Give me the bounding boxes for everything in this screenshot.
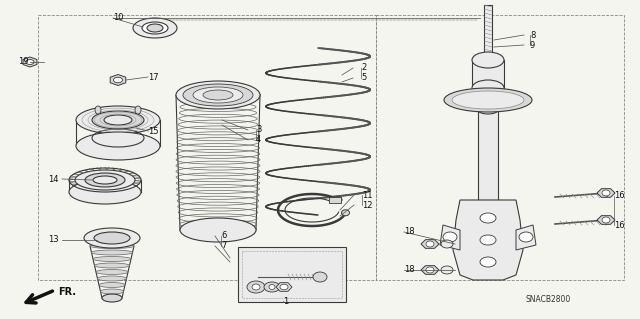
Polygon shape [440, 225, 460, 250]
Ellipse shape [76, 106, 160, 134]
Text: 3: 3 [256, 125, 261, 135]
Polygon shape [329, 197, 341, 203]
Ellipse shape [95, 106, 101, 114]
Polygon shape [453, 200, 523, 280]
Ellipse shape [99, 283, 125, 287]
Ellipse shape [147, 24, 163, 32]
Ellipse shape [602, 217, 610, 223]
Text: 5: 5 [361, 73, 366, 83]
Ellipse shape [183, 84, 253, 106]
Ellipse shape [193, 87, 243, 103]
Ellipse shape [133, 18, 177, 38]
Text: 19: 19 [18, 57, 29, 66]
Polygon shape [276, 283, 292, 291]
Ellipse shape [441, 240, 453, 248]
Ellipse shape [264, 282, 280, 292]
Text: 15: 15 [148, 127, 159, 136]
Ellipse shape [472, 80, 504, 96]
Ellipse shape [76, 132, 160, 160]
Bar [478, 110, 498, 200]
Ellipse shape [180, 218, 256, 242]
Ellipse shape [102, 294, 122, 302]
Ellipse shape [176, 81, 260, 109]
Ellipse shape [95, 263, 129, 268]
Ellipse shape [100, 289, 124, 294]
Ellipse shape [93, 176, 117, 184]
Ellipse shape [96, 270, 128, 275]
Ellipse shape [269, 285, 275, 290]
Text: 18: 18 [404, 227, 415, 236]
Polygon shape [597, 189, 615, 197]
Text: 13: 13 [48, 235, 59, 244]
Text: 9: 9 [530, 41, 535, 49]
Ellipse shape [94, 232, 130, 244]
Text: 17: 17 [148, 72, 159, 81]
Ellipse shape [69, 180, 141, 204]
Polygon shape [110, 75, 126, 85]
Bar [376, 15, 624, 280]
Text: 7: 7 [221, 241, 227, 250]
Ellipse shape [519, 232, 533, 242]
Polygon shape [597, 216, 615, 224]
Text: 6: 6 [221, 232, 227, 241]
Text: 16: 16 [614, 220, 625, 229]
Ellipse shape [84, 228, 140, 248]
Polygon shape [421, 240, 439, 248]
Text: 12: 12 [362, 201, 372, 210]
Ellipse shape [313, 272, 327, 282]
Ellipse shape [26, 60, 34, 64]
Ellipse shape [472, 52, 504, 68]
Text: 4: 4 [256, 136, 261, 145]
Text: SNACB2800: SNACB2800 [525, 295, 571, 305]
Ellipse shape [203, 90, 233, 100]
Ellipse shape [426, 241, 434, 247]
Ellipse shape [92, 111, 144, 129]
Ellipse shape [75, 170, 135, 190]
Ellipse shape [480, 235, 496, 245]
Ellipse shape [93, 256, 131, 262]
Ellipse shape [441, 266, 453, 274]
Ellipse shape [85, 173, 125, 187]
Ellipse shape [480, 213, 496, 223]
Polygon shape [421, 266, 439, 274]
Bar [484, 5, 492, 60]
Ellipse shape [342, 210, 349, 216]
Bar [38, 15, 376, 280]
Ellipse shape [478, 106, 498, 114]
Bar [472, 60, 504, 88]
Text: 1: 1 [283, 296, 288, 306]
Polygon shape [23, 57, 37, 67]
Ellipse shape [602, 190, 610, 196]
Ellipse shape [334, 197, 342, 203]
Ellipse shape [443, 232, 457, 242]
Ellipse shape [104, 115, 132, 125]
Ellipse shape [142, 22, 168, 34]
Text: 16: 16 [614, 191, 625, 201]
Text: 2: 2 [361, 63, 366, 72]
Ellipse shape [97, 276, 127, 281]
Text: 10: 10 [113, 13, 124, 23]
Ellipse shape [90, 243, 134, 249]
Ellipse shape [92, 250, 132, 255]
Ellipse shape [135, 106, 141, 114]
Polygon shape [516, 225, 536, 250]
Text: 14: 14 [48, 174, 58, 183]
Ellipse shape [444, 88, 532, 112]
Bar [242, 251, 342, 298]
Ellipse shape [247, 281, 265, 293]
Text: 8: 8 [530, 31, 536, 40]
Text: FR.: FR. [58, 287, 76, 297]
Bar [238, 247, 346, 302]
Ellipse shape [480, 257, 496, 267]
Ellipse shape [452, 91, 524, 109]
Text: 11: 11 [362, 190, 372, 199]
Ellipse shape [280, 284, 288, 290]
Text: 18: 18 [404, 265, 415, 275]
Ellipse shape [426, 267, 434, 273]
Ellipse shape [252, 284, 260, 290]
Ellipse shape [113, 77, 122, 83]
